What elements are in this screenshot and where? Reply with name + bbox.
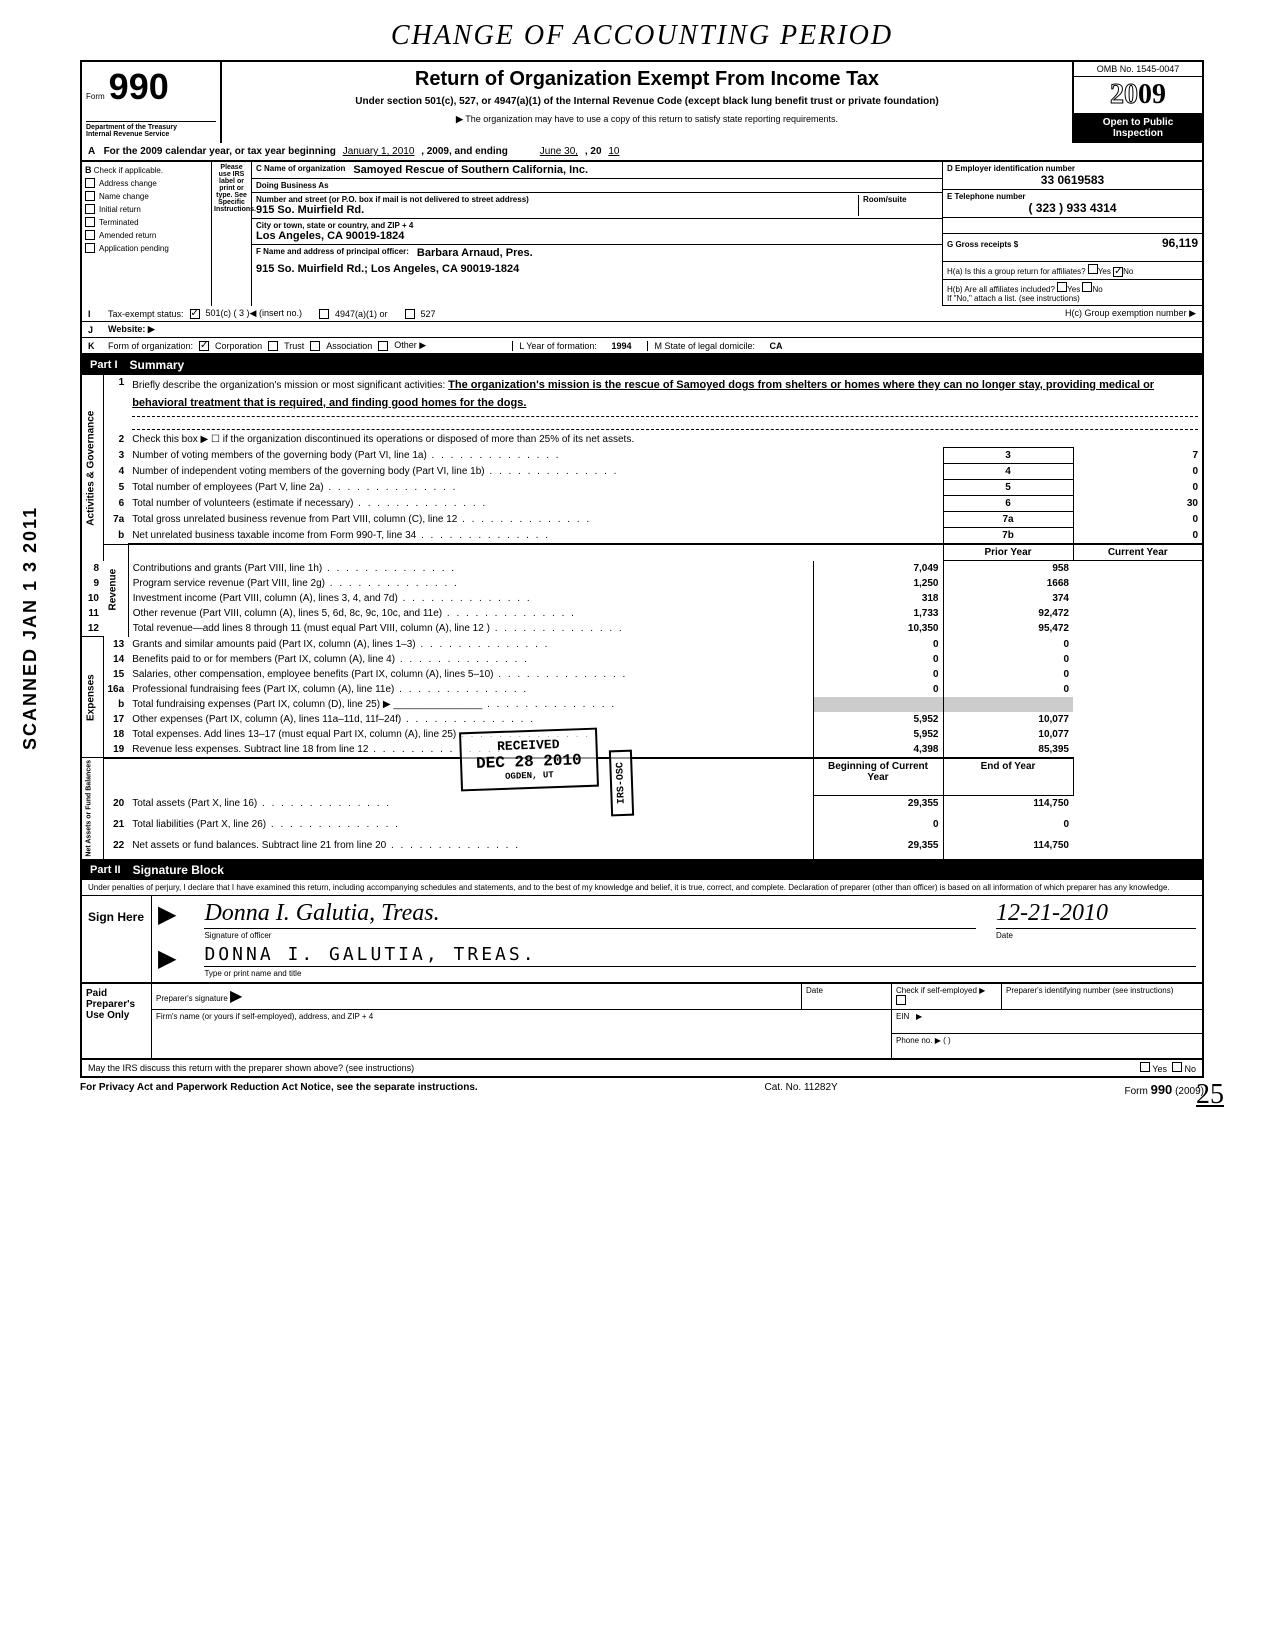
row-k-form-org: K Form of organization: Corporation Trus… (80, 338, 1204, 355)
summary-table: Activities & Governance 1 Briefly descri… (80, 375, 1204, 860)
checkbox-discuss-no[interactable] (1172, 1062, 1182, 1072)
principal-officer: Barbara Arnaud, Pres. (417, 247, 533, 259)
telephone: ( 323 ) 933 4314 (947, 201, 1198, 215)
form-subtitle: Under section 501(c), 527, or 4947(a)(1)… (228, 95, 1066, 108)
officer-address: 915 So. Muirfield Rd.; Los Angeles, CA 9… (252, 261, 942, 277)
org-name: Samoyed Rescue of Southern California, I… (353, 164, 588, 176)
officer-printed-name: DONNA I. GALUTIA, TREAS. (204, 944, 536, 965)
checkbox-discuss-yes[interactable] (1140, 1062, 1150, 1072)
checkbox-affiliates-yes[interactable] (1057, 282, 1067, 292)
row-a-tax-year: A For the 2009 calendar year, or tax yea… (80, 143, 1204, 162)
b-label: B (85, 165, 92, 175)
gross-receipts: 96,119 (1162, 236, 1198, 250)
checkbox-527[interactable] (405, 309, 415, 319)
net-assets-label: Net Assets or Fund Balances (81, 758, 103, 860)
irs-osc-stamp: IRS-OSC (609, 750, 634, 817)
irs-label: Internal Revenue Service (86, 131, 216, 139)
received-stamp: RECEIVED DEC 28 2010 OGDEN, UT (459, 728, 599, 792)
irs-label-instructions: Please use IRS label or print or type. S… (212, 162, 252, 306)
revenue-label: Revenue (103, 544, 128, 637)
year-formation: 1994 (611, 341, 631, 351)
omb-number: OMB No. 1545-0047 (1074, 62, 1202, 77)
signature-block: Under penalties of perjury, I declare th… (80, 880, 1204, 984)
expenses-label: Expenses (81, 637, 103, 758)
officer-signature: Donna I. Galutia, Treas. (204, 900, 439, 927)
checkbox-trust[interactable] (268, 341, 278, 351)
row-i-tax-status: I Tax-exempt status: 501(c) ( 3 )◀ (inse… (80, 306, 1204, 322)
section-entity-info: B Check if applicable. Address change Na… (80, 162, 1204, 306)
checkbox-address-change[interactable] (85, 178, 95, 188)
part-2-header: Part II Signature Block (80, 860, 1204, 880)
signature-arrow-icon: ▶ (158, 900, 176, 940)
paid-preparer-block: Paid Preparer's Use Only Preparer's sign… (80, 984, 1204, 1060)
form-note: The organization may have to use a copy … (465, 114, 838, 124)
checkbox-name-change[interactable] (85, 191, 95, 201)
checkbox-corporation[interactable] (199, 341, 209, 351)
checkbox-association[interactable] (310, 341, 320, 351)
activities-governance-label: Activities & Governance (81, 375, 103, 561)
tax-year: 2009 (1074, 77, 1202, 113)
name-arrow-icon: ▶ (158, 944, 176, 978)
checkbox-amended[interactable] (85, 230, 95, 240)
checkbox-application-pending[interactable] (85, 243, 95, 253)
checkbox-initial-return[interactable] (85, 204, 95, 214)
checkbox-4947[interactable] (319, 309, 329, 319)
checkbox-group-no[interactable] (1113, 267, 1123, 277)
form-number: 990 (109, 66, 169, 108)
handwritten-title: CHANGE OF ACCOUNTING PERIOD (80, 20, 1204, 52)
footer-row: For Privacy Act and Paperwork Reduction … (80, 1078, 1204, 1101)
open-to-public: Open to Public Inspection (1074, 113, 1202, 143)
discuss-with-preparer: May the IRS discuss this return with the… (80, 1060, 1204, 1078)
checkbox-affiliates-no[interactable] (1082, 282, 1092, 292)
dept-treasury: Department of the Treasury (86, 124, 216, 132)
ein: 33 0619583 (947, 173, 1198, 187)
form-label: Form (86, 92, 105, 101)
scanned-stamp: SCANNED JAN 1 3 2011 (20, 506, 41, 750)
city-state-zip: Los Angeles, CA 90019-1824 (256, 230, 413, 242)
checkbox-other[interactable] (378, 341, 388, 351)
page-number: 25 (1196, 1079, 1224, 1111)
checkbox-terminated[interactable] (85, 217, 95, 227)
state-domicile: CA (770, 341, 783, 351)
row-j-website: J Website: ▶ (80, 322, 1204, 338)
form-title: Return of Organization Exempt From Incom… (228, 68, 1066, 91)
part-1-header: Part I Summary (80, 355, 1204, 375)
street-address: 915 So. Muirfield Rd. (256, 204, 529, 216)
checkbox-self-employed[interactable] (896, 995, 906, 1005)
checkbox-501c[interactable] (190, 309, 200, 319)
signature-date: 12-21-2010 (996, 900, 1108, 927)
checkbox-group-yes[interactable] (1088, 264, 1098, 274)
form-header: Form 990 Department of the Treasury Inte… (80, 60, 1204, 143)
